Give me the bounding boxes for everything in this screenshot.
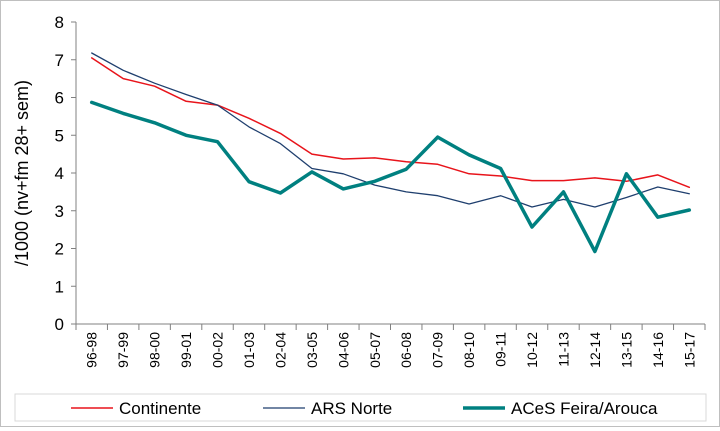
x-tick-label: 09-11 [493, 332, 509, 367]
x-tick-label: 05-07 [367, 332, 383, 368]
x-tick-label: 06-08 [398, 332, 414, 368]
x-tick-label: 12-14 [587, 332, 603, 368]
x-tick-label: 98-00 [147, 332, 163, 368]
x-tick-label: 14-16 [650, 332, 666, 368]
x-tick-label: 01-03 [241, 332, 257, 368]
x-tick-label: 07-09 [430, 332, 446, 368]
axes [71, 21, 706, 330]
y-axis-title: /1000 (nv+fm 28+ sem) [12, 80, 32, 266]
y-tick-label: 7 [55, 51, 64, 70]
series-line [89, 100, 692, 254]
y-tick-label: 3 [55, 202, 64, 221]
y-tick-label: 5 [55, 126, 64, 145]
y-tick-label: 0 [55, 315, 64, 334]
x-tick-label: 97-99 [115, 332, 131, 368]
x-tick-labels: 96-98 97-99 98-00 99-01 00-02 01-03 02-04 03-05… [84, 332, 698, 368]
y-tick-label: 2 [55, 240, 64, 259]
x-tick-label: 10-12 [524, 332, 540, 368]
x-tick-label: 15-17 [681, 332, 697, 368]
y-tick-labels: 0 1 2 3 4 5 6 7 8 [55, 13, 64, 334]
x-tick-label: 08-10 [461, 332, 477, 368]
y-tick-label: 6 [55, 89, 64, 108]
y-tick-label: 4 [55, 164, 64, 183]
x-tick-label: 03-05 [304, 332, 320, 368]
legend: Continente ARS Norte ACeS Feira/Arouca [14, 393, 707, 422]
x-tick-label: 99-01 [178, 332, 194, 368]
series-line [90, 57, 691, 189]
legend-label: Continente [119, 399, 201, 418]
x-tick-label: 02-04 [272, 332, 288, 368]
legend-label: ACeS Feira/Arouca [511, 399, 658, 418]
x-tick-label: 04-06 [335, 332, 351, 368]
x-tick-label: 96-98 [84, 332, 100, 368]
y-tick-label: 1 [55, 277, 64, 296]
series-lines [89, 52, 692, 254]
x-tick-label: 13-15 [618, 332, 634, 368]
legend-box [14, 393, 707, 422]
x-tick-label: 11-13 [555, 332, 571, 367]
x-tick-label: 00-02 [210, 332, 226, 368]
legend-label: ARS Norte [311, 399, 392, 418]
series-line [91, 52, 690, 208]
y-tick-label: 8 [55, 13, 64, 32]
